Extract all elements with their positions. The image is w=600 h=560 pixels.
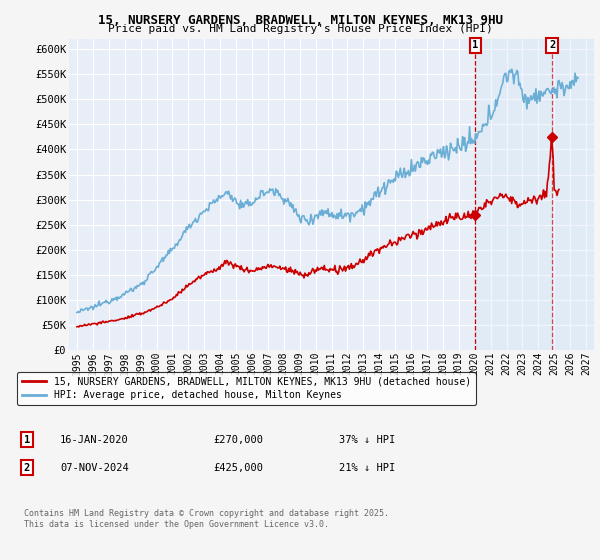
- Text: This data is licensed under the Open Government Licence v3.0.: This data is licensed under the Open Gov…: [24, 520, 329, 529]
- Text: 07-NOV-2024: 07-NOV-2024: [60, 463, 129, 473]
- Text: 2: 2: [549, 40, 555, 50]
- Legend: 15, NURSERY GARDENS, BRADWELL, MILTON KEYNES, MK13 9HU (detached house), HPI: Av: 15, NURSERY GARDENS, BRADWELL, MILTON KE…: [17, 372, 476, 405]
- Bar: [475, 39, 594, 350]
- Text: 1: 1: [24, 435, 30, 445]
- Text: £425,000: £425,000: [213, 463, 263, 473]
- Text: 15, NURSERY GARDENS, BRADWELL, MILTON KEYNES, MK13 9HU: 15, NURSERY GARDENS, BRADWELL, MILTON KE…: [97, 14, 503, 27]
- Text: 2: 2: [24, 463, 30, 473]
- Text: 37% ↓ HPI: 37% ↓ HPI: [339, 435, 395, 445]
- Text: 16-JAN-2020: 16-JAN-2020: [60, 435, 129, 445]
- Text: Price paid vs. HM Land Registry's House Price Index (HPI): Price paid vs. HM Land Registry's House …: [107, 24, 493, 34]
- Text: 21% ↓ HPI: 21% ↓ HPI: [339, 463, 395, 473]
- Text: Contains HM Land Registry data © Crown copyright and database right 2025.: Contains HM Land Registry data © Crown c…: [24, 509, 389, 518]
- Text: 1: 1: [472, 40, 478, 50]
- Text: £270,000: £270,000: [213, 435, 263, 445]
